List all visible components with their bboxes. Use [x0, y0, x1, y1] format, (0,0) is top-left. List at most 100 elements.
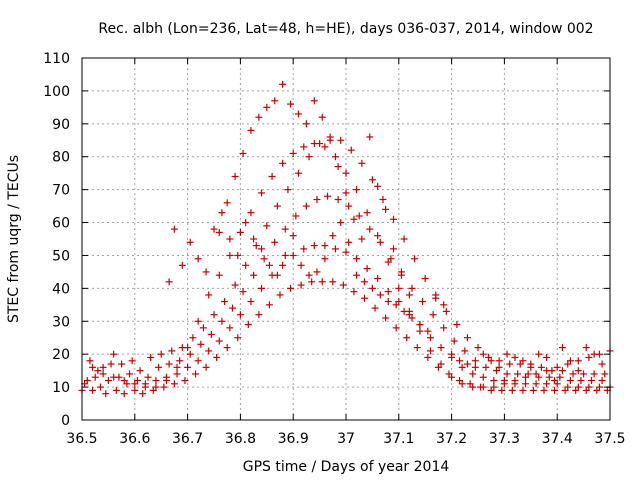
data-point: [110, 350, 118, 358]
data-point: [284, 186, 292, 194]
data-point: [152, 377, 160, 385]
data-point: [331, 245, 339, 253]
data-point: [374, 232, 382, 240]
data-point: [258, 284, 266, 292]
data-point: [99, 370, 107, 378]
data-point: [160, 383, 168, 391]
data-point: [413, 344, 421, 352]
data-point: [358, 159, 366, 167]
data-point: [405, 291, 413, 299]
data-point: [226, 251, 234, 259]
y-tick-label: 60: [52, 216, 70, 232]
data-point: [424, 327, 432, 335]
data-point: [363, 209, 371, 217]
data-point: [574, 383, 582, 391]
data-point: [545, 373, 553, 381]
data-point: [416, 321, 424, 329]
y-tick-label: 30: [52, 314, 70, 330]
data-point: [157, 350, 165, 358]
data-point: [94, 367, 102, 375]
data-point: [91, 373, 99, 381]
data-point: [551, 386, 559, 394]
data-point: [440, 301, 448, 309]
data-point: [590, 370, 598, 378]
data-point: [313, 268, 321, 276]
y-tick-labels: 0 10 20 30 40 50 60 70 80 90 100 110: [43, 51, 70, 429]
data-point: [408, 314, 416, 322]
x-tick-label: 36.7: [172, 431, 203, 447]
data-point: [360, 294, 368, 302]
data-point: [236, 228, 244, 236]
data-point: [598, 360, 606, 368]
data-point: [479, 350, 487, 358]
data-point: [353, 186, 361, 194]
y-tick-label: 40: [52, 281, 70, 297]
data-point: [426, 334, 434, 342]
data-point: [271, 238, 279, 246]
data-point: [358, 235, 366, 243]
data-point: [382, 314, 390, 322]
data-point: [226, 235, 234, 243]
data-point: [250, 271, 258, 279]
x-tick-labels: 36.5 36.6 36.7 36.8 36.9 37 37.1 37.2 37.3 37.4 37…: [66, 431, 625, 447]
data-point: [329, 278, 337, 286]
data-point: [289, 149, 297, 157]
data-point: [463, 334, 471, 342]
data-point: [152, 383, 160, 391]
data-point: [511, 353, 519, 361]
data-point: [263, 222, 271, 230]
data-point: [564, 383, 572, 391]
data-point: [255, 311, 263, 319]
data-point: [558, 344, 566, 352]
data-point: [321, 255, 329, 263]
data-point: [223, 199, 231, 207]
data-point: [96, 383, 104, 391]
data-point: [281, 251, 289, 259]
data-point: [458, 363, 466, 371]
data-point: [487, 357, 495, 365]
axis-ticks: [81, 57, 611, 421]
data-point: [511, 377, 519, 385]
data-point: [458, 380, 466, 388]
y-tick-label: 80: [52, 150, 70, 166]
data-point: [308, 278, 316, 286]
data-point: [302, 120, 310, 128]
data-point: [289, 232, 297, 240]
data-point: [112, 386, 120, 394]
data-point: [255, 113, 263, 121]
data-point: [128, 357, 136, 365]
data-point: [194, 357, 202, 365]
data-point: [334, 196, 342, 204]
data-point: [363, 265, 371, 273]
data-point: [263, 103, 271, 111]
data-point: [247, 209, 255, 217]
data-point: [368, 284, 376, 292]
data-point: [569, 370, 577, 378]
data-point: [287, 284, 295, 292]
data-point: [205, 291, 213, 299]
data-point: [350, 215, 358, 223]
data-point: [265, 261, 273, 269]
data-point: [519, 386, 527, 394]
data-point: [529, 386, 537, 394]
data-point: [440, 324, 448, 332]
data-point: [281, 225, 289, 233]
data-point: [577, 377, 585, 385]
data-point: [231, 281, 239, 289]
data-point: [260, 255, 268, 263]
data-point: [471, 357, 479, 365]
x-tick-label: 36.5: [66, 431, 97, 447]
y-tick-label: 10: [52, 380, 70, 396]
data-point: [498, 386, 506, 394]
y-tick-label: 20: [52, 347, 70, 363]
data-point: [342, 189, 350, 197]
data-point: [411, 255, 419, 263]
data-point: [279, 80, 287, 88]
data-point: [324, 192, 332, 200]
data-point: [580, 370, 588, 378]
data-point: [194, 317, 202, 325]
data-point: [403, 334, 411, 342]
data-point: [527, 360, 535, 368]
data-point: [265, 301, 273, 309]
data-point: [334, 163, 342, 171]
